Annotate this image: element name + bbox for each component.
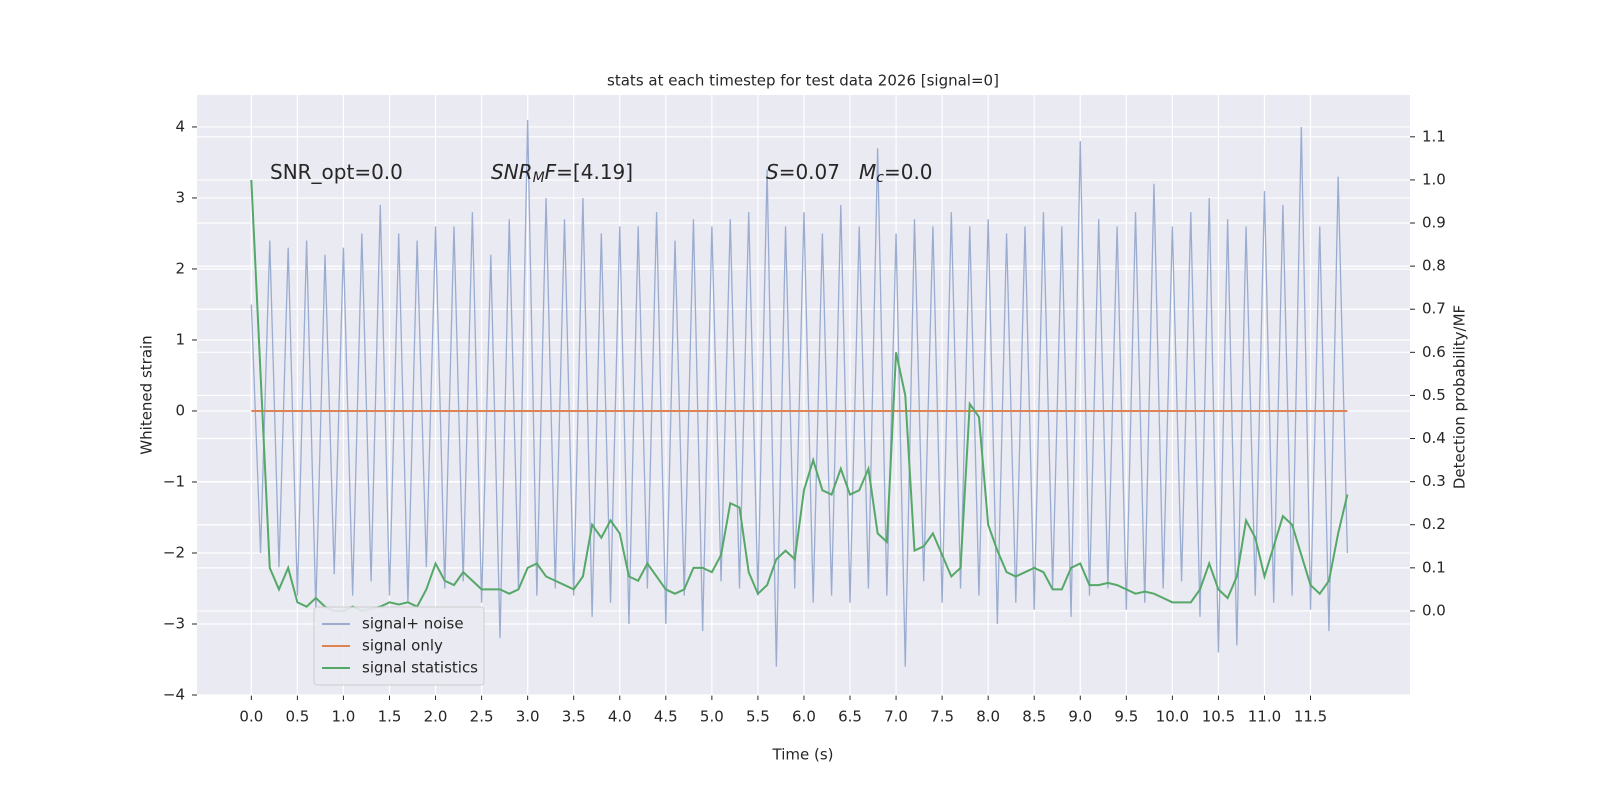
annotation-part: M	[533, 170, 545, 186]
y2-tick-label: 0.3	[1422, 472, 1446, 490]
annotation-part: c	[876, 170, 884, 186]
y-tick-label: 3	[175, 188, 185, 206]
x-tick-label: 11.5	[1294, 708, 1327, 726]
y2-tick-label: 1.0	[1422, 170, 1446, 188]
annotation-part: F	[545, 160, 557, 184]
x-tick-label: 5.0	[700, 708, 724, 726]
x-tick-label: 11.0	[1248, 708, 1281, 726]
y2-tick-label: 0.9	[1422, 214, 1446, 232]
marks	[250, 119, 1349, 667]
x-tick-label: 3.0	[516, 708, 540, 726]
labels: 0.0 0.5 1.0 1.5 2.0 2.5 3.0 3.5 4.0 4.5 5.0 5.5 6.0 6…	[163, 117, 1446, 725]
x-tick-label: 4.5	[654, 708, 678, 726]
legend-label: signal only	[362, 637, 443, 655]
y-tick-label: 0	[175, 401, 185, 419]
y2-tick-label: 0.7	[1422, 300, 1446, 318]
annotation-part: =0.0	[884, 160, 933, 184]
x-tick-label: 7.0	[884, 708, 908, 726]
y-axis-label: Whitened strain	[138, 335, 156, 454]
y2-tick-label: 0.8	[1422, 257, 1446, 275]
x-tick-label: 1.5	[378, 708, 402, 726]
annotation-part: S	[766, 160, 779, 184]
x-tick-label: 9.0	[1068, 708, 1092, 726]
series-line	[250, 119, 1349, 667]
y2-tick-label: 1.1	[1422, 127, 1446, 145]
x-tick-label: 9.5	[1114, 708, 1138, 726]
x-tick-label: 4.0	[608, 708, 632, 726]
x-axis-label: Time (s)	[772, 746, 834, 764]
x-tick-label: 10.0	[1156, 708, 1189, 726]
y2-tick-label: 0.6	[1422, 343, 1446, 361]
annotation-part: SNR_opt=0.0	[270, 160, 403, 184]
y-tick-label: −1	[163, 472, 185, 490]
x-tick-label: 8.5	[1022, 708, 1046, 726]
x-tick-label: 7.5	[930, 708, 954, 726]
x-tick-label: 10.5	[1202, 708, 1235, 726]
x-tick-label: 6.5	[838, 708, 862, 726]
x-tick-label: 5.5	[746, 708, 770, 726]
y-tick-label: −4	[163, 686, 185, 704]
annotation-part: SNR	[491, 160, 533, 184]
legend-label: signal+ noise	[362, 615, 464, 633]
x-tick-label: 0.5	[285, 708, 309, 726]
y-tick-label: −3	[163, 614, 185, 632]
y-tick-label: 1	[175, 330, 185, 348]
x-tick-label: 8.0	[976, 708, 1000, 726]
annotation-part: =[4.19]	[556, 160, 633, 184]
x-tick-label: 2.0	[424, 708, 448, 726]
legend-label: signal statistics	[362, 659, 478, 677]
y2-tick-label: 0.0	[1422, 601, 1446, 619]
y2-tick-label: 0.4	[1422, 429, 1446, 447]
y2-tick-label: 0.2	[1422, 515, 1446, 533]
series-line	[250, 179, 1349, 613]
legend-box	[313, 606, 485, 686]
y2-tick-label: 0.1	[1422, 558, 1446, 576]
x-tick-label: 6.0	[792, 708, 816, 726]
annotation: SNR_opt=0.0	[270, 160, 403, 184]
annotation-part: M	[859, 160, 876, 184]
chart-title: stats at each timestep for test data 202…	[607, 72, 999, 90]
x-tick-label: 1.0	[332, 708, 356, 726]
x-tick-label: 2.5	[470, 708, 494, 726]
y-tick-label: −2	[163, 543, 185, 561]
y2-tick-label: 0.5	[1422, 386, 1446, 404]
y-tick-label: 4	[175, 117, 185, 135]
annotation: SNRMF=[4.19]	[491, 160, 633, 187]
annotation: Mc=0.0	[859, 160, 933, 187]
annotation-part: =0.07	[779, 160, 840, 184]
x-tick-label: 0.0	[239, 708, 263, 726]
y-tick-label: 2	[175, 259, 185, 277]
annotation: S=0.07	[766, 160, 840, 184]
y2-axis-label: Detection probability/MF	[1451, 305, 1469, 489]
x-tick-label: 3.5	[562, 708, 586, 726]
